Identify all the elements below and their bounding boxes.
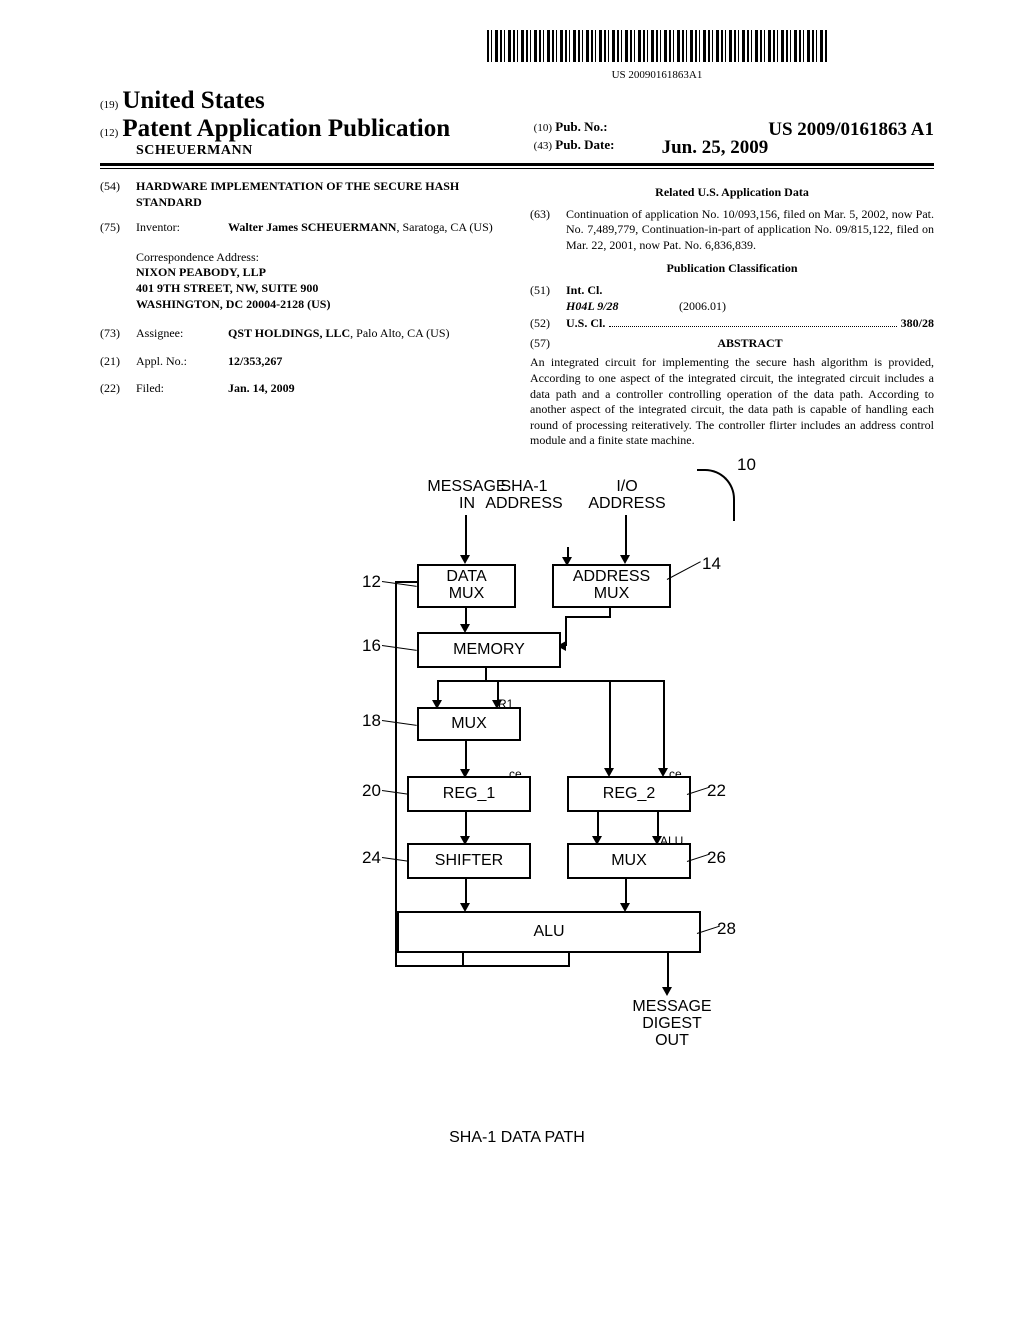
applno-label: Appl. No.: [136, 354, 228, 370]
label-ce1: ce [509, 767, 522, 781]
barcode-graphic [487, 30, 827, 62]
country-name: United States [122, 87, 264, 114]
code-75: (75) [100, 220, 136, 236]
refnum-14: 14 [702, 554, 721, 574]
figure-sha1-datapath: MESSAGE IN I/O ADDRESS SHA-1 ADDRESS 10 … [267, 479, 767, 1147]
bibliographic-columns: (54) HARDWARE IMPLEMENTATION OF THE SECU… [100, 179, 934, 449]
code-63: (63) [530, 207, 566, 254]
code-73: (73) [100, 326, 136, 342]
assignee-label: Assignee: [136, 326, 228, 342]
intcl-label: Int. Cl. [566, 283, 934, 299]
pubno-label: Pub. No.: [555, 119, 607, 134]
code-21: (21) [100, 354, 136, 370]
pubdate-label: Pub. Date: [555, 137, 614, 152]
correspondence-line3: WASHINGTON, DC 20004-2128 (US) [136, 297, 504, 313]
label-r1-sup: R1 [498, 697, 513, 711]
box-data-mux: DATA MUX [417, 564, 516, 608]
box-reg1: REG_1 [407, 776, 531, 812]
box-r1-mux: MUX [417, 707, 521, 741]
document-header: (19) United States (12) Patent Applicati… [100, 87, 934, 159]
label-io-address: I/O ADDRESS [577, 479, 677, 513]
code-10: (10) [534, 122, 552, 134]
box-shifter: SHIFTER [407, 843, 531, 879]
doc-type: Patent Application Publication [122, 115, 450, 142]
filed-label: Filed: [136, 381, 228, 397]
assignee-name: QST HOLDINGS, LLC [228, 326, 350, 340]
box-address-mux: ADDRESS MUX [552, 564, 671, 608]
label-message-digest-out: MESSAGE DIGEST OUT [622, 999, 722, 1049]
left-column: (54) HARDWARE IMPLEMENTATION OF THE SECU… [100, 179, 504, 449]
barcode-id: US 20090161863A1 [380, 69, 934, 81]
pub-date: Jun. 25, 2009 [662, 137, 769, 159]
refnum-20: 20 [362, 781, 381, 801]
intcl-date: (2006.01) [679, 299, 726, 313]
refnum-12: 12 [362, 572, 381, 592]
pub-number: US 2009/0161863 A1 [768, 119, 934, 141]
divider-thin [100, 168, 934, 169]
abstract-text: An integrated circuit for implementing t… [530, 355, 934, 449]
related-heading: Related U.S. Application Data [530, 185, 934, 201]
uscl-code: 380/28 [901, 316, 934, 332]
uscl-label: U.S. Cl. [566, 316, 605, 332]
label-ce2: ce [669, 767, 682, 781]
refnum-28: 28 [717, 919, 736, 939]
inventor-location: Saratoga, CA (US) [402, 220, 492, 234]
assignee-location: Palo Alto, CA (US) [356, 326, 449, 340]
box-memory: MEMORY [417, 632, 561, 668]
divider-thick [100, 163, 934, 166]
correspondence-line2: 401 9TH STREET, NW, SUITE 900 [136, 281, 504, 297]
classification-heading: Publication Classification [530, 261, 934, 277]
label-sha1-address: SHA-1 ADDRESS [479, 479, 569, 513]
code-43: (43) [534, 140, 552, 152]
refnum-22: 22 [707, 781, 726, 801]
refnum-18: 18 [362, 711, 381, 731]
right-column: Related U.S. Application Data (63) Conti… [530, 179, 934, 449]
code-12: (12) [100, 127, 118, 139]
code-57: (57) [530, 336, 566, 352]
author-surname: SCHEUERMANN [136, 143, 534, 159]
related-text: Continuation of application No. 10/093,1… [566, 207, 934, 254]
application-number: 12/353,267 [228, 354, 504, 370]
barcode-block: US 20090161863A1 [380, 30, 934, 81]
code-51: (51) [530, 283, 566, 314]
box-reg2: REG_2 [567, 776, 691, 812]
filed-date: Jan. 14, 2009 [228, 381, 504, 397]
abstract-heading: ABSTRACT [566, 336, 934, 352]
intcl-code: H04L 9/28 [566, 299, 676, 315]
correspondence-line1: NIXON PEABODY, LLP [136, 265, 504, 281]
refnum-16: 16 [362, 636, 381, 656]
refnum-24: 24 [362, 848, 381, 868]
dotted-leader [609, 316, 896, 327]
refnum-10: 10 [737, 455, 756, 475]
label-alu-sup: ALU [660, 834, 683, 848]
inventor-name: Walter James SCHEUERMANN [228, 220, 396, 234]
box-alu-mux: MUX [567, 843, 691, 879]
code-19: (19) [100, 99, 118, 111]
box-alu: ALU [397, 911, 701, 953]
invention-title: HARDWARE IMPLEMENTATION OF THE SECURE HA… [136, 179, 504, 210]
correspondence-label: Correspondence Address: [136, 250, 504, 266]
code-22: (22) [100, 381, 136, 397]
code-54: (54) [100, 179, 136, 210]
code-52: (52) [530, 316, 566, 332]
refnum-26: 26 [707, 848, 726, 868]
figure-caption: SHA-1 DATA PATH [267, 1129, 767, 1147]
inventor-label: Inventor: [136, 220, 228, 236]
